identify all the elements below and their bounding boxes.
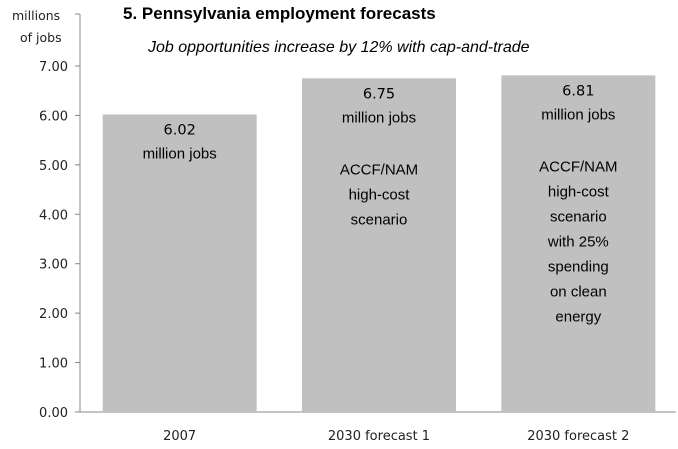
y-tick-label: 4.00 xyxy=(39,208,68,223)
y-tick-label: 0.00 xyxy=(39,406,68,421)
x-tick-label: 2030 forecast 2 xyxy=(527,429,629,444)
bar-labels: 2007 6.02 million jobs 2030 forecast 1 6.75 m… xyxy=(143,83,630,444)
bars xyxy=(102,75,656,413)
bar-annotation-line: scenario xyxy=(550,208,607,225)
y-tick-label: 1.00 xyxy=(39,357,68,372)
bar xyxy=(501,75,656,413)
y-tick-label: 2.00 xyxy=(39,307,68,322)
bar-annotation-line: ACCF/NAM xyxy=(539,158,617,175)
bar-annotation-line: high-cost xyxy=(548,183,610,200)
x-tick-label: 2030 forecast 1 xyxy=(328,429,430,444)
bar-annotation-line: high-cost xyxy=(349,186,411,203)
data-unit-label: million jobs xyxy=(143,145,217,162)
chart-title: 5. Pennsylvania employment forecasts xyxy=(123,4,436,23)
data-unit-label: million jobs xyxy=(541,106,615,123)
bar-annotation-line: energy xyxy=(555,308,601,325)
y-tick-label: 7.00 xyxy=(39,60,68,75)
data-label: 6.81 xyxy=(562,83,594,99)
y-tick-label: 6.00 xyxy=(39,109,68,124)
data-unit-label: million jobs xyxy=(342,109,416,126)
y-axis-label-line-1: millions xyxy=(12,8,60,23)
data-label: 6.02 xyxy=(164,122,196,138)
chart-subtitle: Job opportunities increase by 12% with c… xyxy=(147,39,530,56)
y-tick-label: 5.00 xyxy=(39,159,68,174)
bar xyxy=(102,114,257,412)
bar xyxy=(302,78,456,412)
data-label: 6.75 xyxy=(363,86,395,102)
y-axis-label-line-2: of jobs xyxy=(20,30,62,45)
bar-annotation-line: with 25% xyxy=(547,233,609,250)
x-tick-label: 2007 xyxy=(163,429,196,444)
bar-annotation-line: on clean xyxy=(550,283,607,300)
bar-annotation-line: scenario xyxy=(351,211,408,228)
bar-annotation-line: ACCF/NAM xyxy=(340,161,418,178)
y-tick-label: 3.00 xyxy=(39,258,68,273)
bar-annotation-line: spending xyxy=(548,258,609,275)
